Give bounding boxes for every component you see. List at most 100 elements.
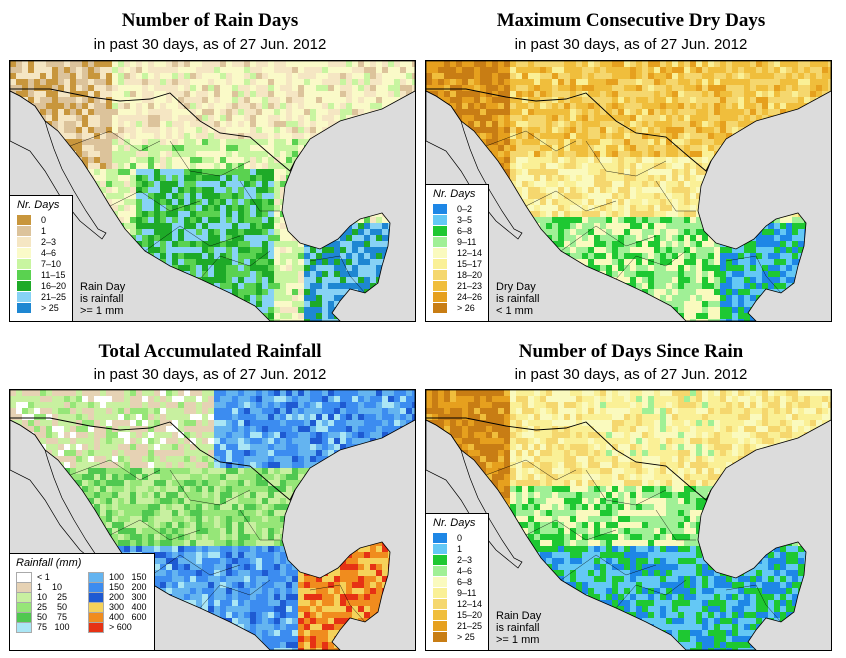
grid-cell	[286, 283, 292, 289]
grid-cell	[510, 61, 516, 67]
legend-title: Nr. Days	[17, 199, 60, 211]
grid-cell	[666, 115, 672, 121]
grid-cell	[450, 103, 456, 109]
grid-cell	[720, 67, 726, 73]
grid-cell	[76, 127, 82, 133]
grid-cell	[412, 109, 415, 115]
grid-cell	[250, 247, 256, 253]
grid-cell	[798, 109, 804, 115]
grid-cell	[798, 157, 804, 163]
grid-cell	[394, 223, 400, 229]
grid-cell	[196, 307, 202, 313]
grid-cell	[738, 67, 744, 73]
grid-cell	[292, 199, 298, 205]
grid-cell	[328, 157, 334, 163]
grid-cell	[798, 79, 804, 85]
grid-cell	[510, 115, 516, 121]
grid-cell	[322, 109, 328, 115]
grid-cell	[786, 67, 792, 73]
grid-cell	[588, 97, 594, 103]
grid-cell	[58, 91, 64, 97]
grid-cell	[612, 199, 618, 205]
grid-cell	[250, 181, 256, 187]
grid-cell	[582, 211, 588, 217]
grid-cell	[630, 151, 636, 157]
grid-cell	[606, 223, 612, 229]
grid-cell	[612, 223, 618, 229]
grid-cell	[202, 229, 208, 235]
grid-cell	[88, 169, 94, 175]
grid-cell	[190, 253, 196, 259]
grid-cell	[648, 127, 654, 133]
grid-cell	[364, 127, 370, 133]
grid-cell	[208, 163, 214, 169]
grid-cell	[250, 97, 256, 103]
legend-swatch	[17, 225, 31, 236]
grid-cell	[238, 271, 244, 277]
grid-cell	[792, 205, 798, 211]
grid-cell	[678, 73, 684, 79]
grid-cell	[600, 187, 606, 193]
grid-cell	[738, 97, 744, 103]
grid-cell	[160, 217, 166, 223]
grid-cell	[184, 229, 190, 235]
grid-cell	[630, 127, 636, 133]
grid-cell	[262, 295, 268, 301]
grid-cell	[340, 223, 346, 229]
grid-cell	[636, 67, 642, 73]
grid-cell	[828, 79, 831, 85]
grid-cell	[268, 133, 274, 139]
grid-cell	[486, 127, 492, 133]
grid-cell	[492, 229, 498, 235]
grid-cell	[606, 109, 612, 115]
grid-cell	[388, 91, 394, 97]
grid-cell	[274, 181, 280, 187]
grid-cell	[250, 163, 256, 169]
grid-cell	[690, 211, 696, 217]
grid-cell	[142, 199, 148, 205]
grid-cell	[552, 169, 558, 175]
grid-cell	[726, 217, 732, 223]
grid-cell	[582, 199, 588, 205]
grid-cell	[334, 151, 340, 157]
grid-cell	[118, 61, 124, 67]
grid-cell	[546, 151, 552, 157]
grid-cell	[510, 199, 516, 205]
grid-cell	[708, 109, 714, 115]
grid-cell	[744, 79, 750, 85]
grid-cell	[684, 103, 690, 109]
grid-cell	[280, 223, 286, 229]
grid-cell	[238, 277, 244, 283]
grid-cell	[202, 271, 208, 277]
grid-cell	[696, 109, 702, 115]
grid-cell	[492, 127, 498, 133]
grid-cell	[76, 265, 82, 271]
grid-cell	[220, 277, 226, 283]
grid-cell	[262, 277, 268, 283]
grid-cell	[648, 67, 654, 73]
grid-cell	[172, 223, 178, 229]
grid-cell	[702, 85, 708, 91]
grid-cell	[82, 235, 88, 241]
grid-cell	[142, 211, 148, 217]
grid-cell	[100, 211, 106, 217]
grid-cell	[388, 169, 394, 175]
grid-cell	[130, 211, 136, 217]
grid-cell	[256, 61, 262, 67]
grid-cell	[648, 229, 654, 235]
grid-cell	[226, 67, 232, 73]
grid-cell	[334, 91, 340, 97]
grid-cell	[16, 67, 22, 73]
grid-cell	[28, 61, 34, 67]
grid-cell	[256, 97, 262, 103]
grid-cell	[88, 205, 94, 211]
grid-cell	[774, 163, 780, 169]
grid-cell	[828, 103, 831, 109]
grid-cell	[238, 103, 244, 109]
grid-cell	[750, 205, 756, 211]
grid-cell	[160, 181, 166, 187]
grid-cell	[340, 199, 346, 205]
grid-cell	[166, 199, 172, 205]
grid-cell	[238, 169, 244, 175]
grid-cell	[334, 79, 340, 85]
